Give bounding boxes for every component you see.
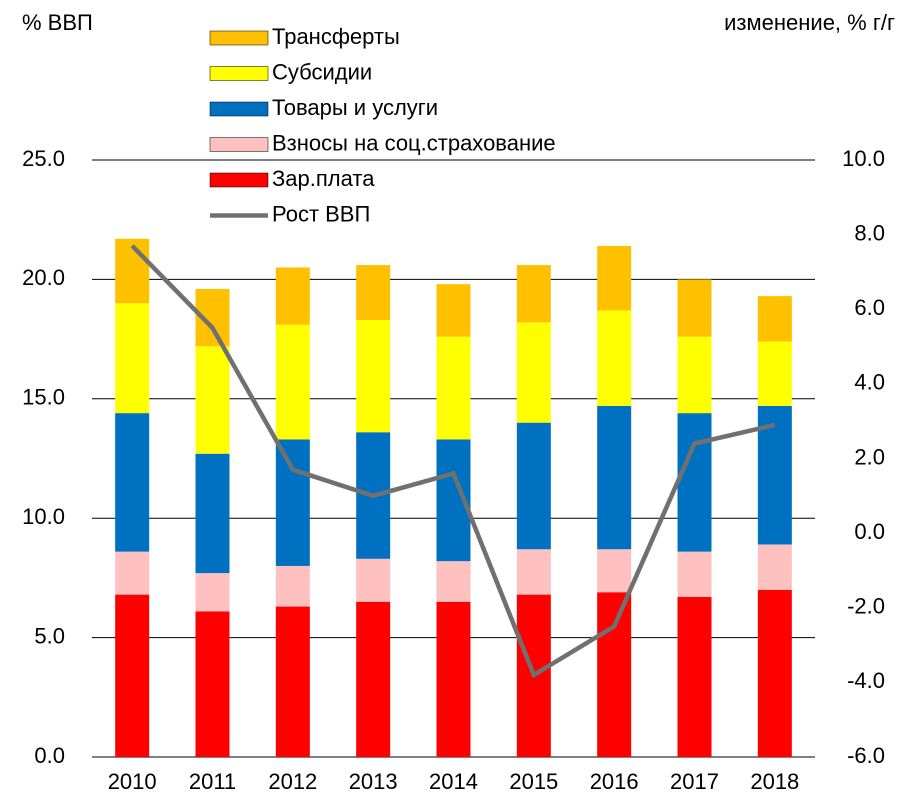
bar-segment bbox=[195, 573, 230, 612]
bar-segment bbox=[436, 601, 471, 757]
y2-tick-label: 10.0 bbox=[842, 146, 885, 171]
legend-label: Субсидии bbox=[272, 59, 372, 84]
bar-segment bbox=[275, 565, 310, 607]
bar-segment bbox=[356, 265, 391, 320]
bar-segment bbox=[677, 597, 712, 757]
y2-tick-label: 8.0 bbox=[854, 220, 885, 245]
bar-segment bbox=[677, 413, 712, 552]
y2-tick-label: -2.0 bbox=[847, 594, 885, 619]
bar-segment bbox=[677, 336, 712, 414]
bar-segment bbox=[516, 322, 551, 423]
legend-swatch bbox=[209, 66, 269, 81]
x-tick-label: 2018 bbox=[750, 769, 799, 794]
legend-label: Зар.плата bbox=[272, 166, 375, 191]
bar-segment bbox=[757, 589, 792, 757]
x-tick-label: 2014 bbox=[429, 769, 478, 794]
x-tick-label: 2013 bbox=[349, 769, 398, 794]
bar-segment bbox=[115, 413, 150, 552]
bar-segment bbox=[356, 558, 391, 602]
y2-tick-label: 0.0 bbox=[854, 519, 885, 544]
y2-tick-label: 6.0 bbox=[854, 295, 885, 320]
legend-swatch bbox=[209, 137, 269, 152]
bar-segment bbox=[516, 549, 551, 595]
bar-segment bbox=[195, 453, 230, 574]
bar-segment bbox=[757, 341, 792, 406]
x-tick-label: 2012 bbox=[268, 769, 317, 794]
y-tick-label: 10.0 bbox=[22, 504, 65, 529]
legend-swatch bbox=[209, 101, 269, 117]
bar-segment bbox=[436, 561, 471, 602]
bar-segment bbox=[677, 551, 712, 598]
y-axis-label: % ВВП bbox=[22, 10, 93, 35]
y-tick-label: 20.0 bbox=[22, 265, 65, 290]
bar-segment bbox=[195, 611, 230, 757]
bar-segment bbox=[436, 336, 471, 440]
bar-segment bbox=[356, 601, 391, 757]
bar-segment bbox=[516, 265, 551, 323]
y-tick-label: 5.0 bbox=[34, 623, 65, 648]
y2-tick-label: 4.0 bbox=[854, 370, 885, 395]
bar-segment bbox=[597, 310, 632, 406]
bar-segment bbox=[275, 439, 310, 566]
y-tick-label: 0.0 bbox=[34, 743, 65, 768]
y2-tick-label: 2.0 bbox=[854, 444, 885, 469]
y-tick-label: 25.0 bbox=[22, 146, 65, 171]
x-tick-label: 2010 bbox=[108, 769, 157, 794]
bar-segment bbox=[436, 284, 471, 337]
bar-segment bbox=[597, 549, 632, 593]
bar-segment bbox=[115, 594, 150, 757]
x-tick-label: 2015 bbox=[509, 769, 558, 794]
legend-label: Рост ВВП bbox=[272, 201, 370, 226]
y2-tick-label: -6.0 bbox=[847, 743, 885, 768]
legend-label: Товары и услуги bbox=[272, 95, 438, 120]
bar-segment bbox=[195, 346, 230, 454]
legend-swatch bbox=[209, 172, 269, 188]
x-tick-label: 2017 bbox=[670, 769, 719, 794]
legend-label: Взносы на соц.страхование bbox=[272, 130, 556, 155]
bar-segment bbox=[356, 319, 391, 433]
bar-segment bbox=[516, 422, 551, 550]
bar-segment bbox=[115, 551, 150, 595]
bar-segment bbox=[757, 544, 792, 590]
bar-segment bbox=[115, 303, 150, 414]
y2-axis-label: изменение, % г/г bbox=[724, 10, 895, 35]
line bbox=[130, 244, 776, 679]
bar-segment bbox=[597, 405, 632, 550]
bar-segment bbox=[275, 267, 310, 325]
x-tick-label: 2016 bbox=[590, 769, 639, 794]
bar-segment bbox=[597, 592, 632, 757]
legend-label: Трансферты bbox=[272, 24, 400, 49]
bar-segment bbox=[275, 606, 310, 757]
bar-segment bbox=[275, 324, 310, 440]
x-tick-label: 2011 bbox=[189, 769, 236, 794]
bar-segment bbox=[677, 279, 712, 337]
bar-segment bbox=[597, 245, 632, 311]
y-tick-label: 15.0 bbox=[22, 385, 65, 410]
legend-swatch bbox=[209, 30, 269, 46]
bar-segment bbox=[115, 238, 150, 304]
bar-segment bbox=[757, 296, 792, 342]
y2-tick-label: -4.0 bbox=[847, 668, 885, 693]
